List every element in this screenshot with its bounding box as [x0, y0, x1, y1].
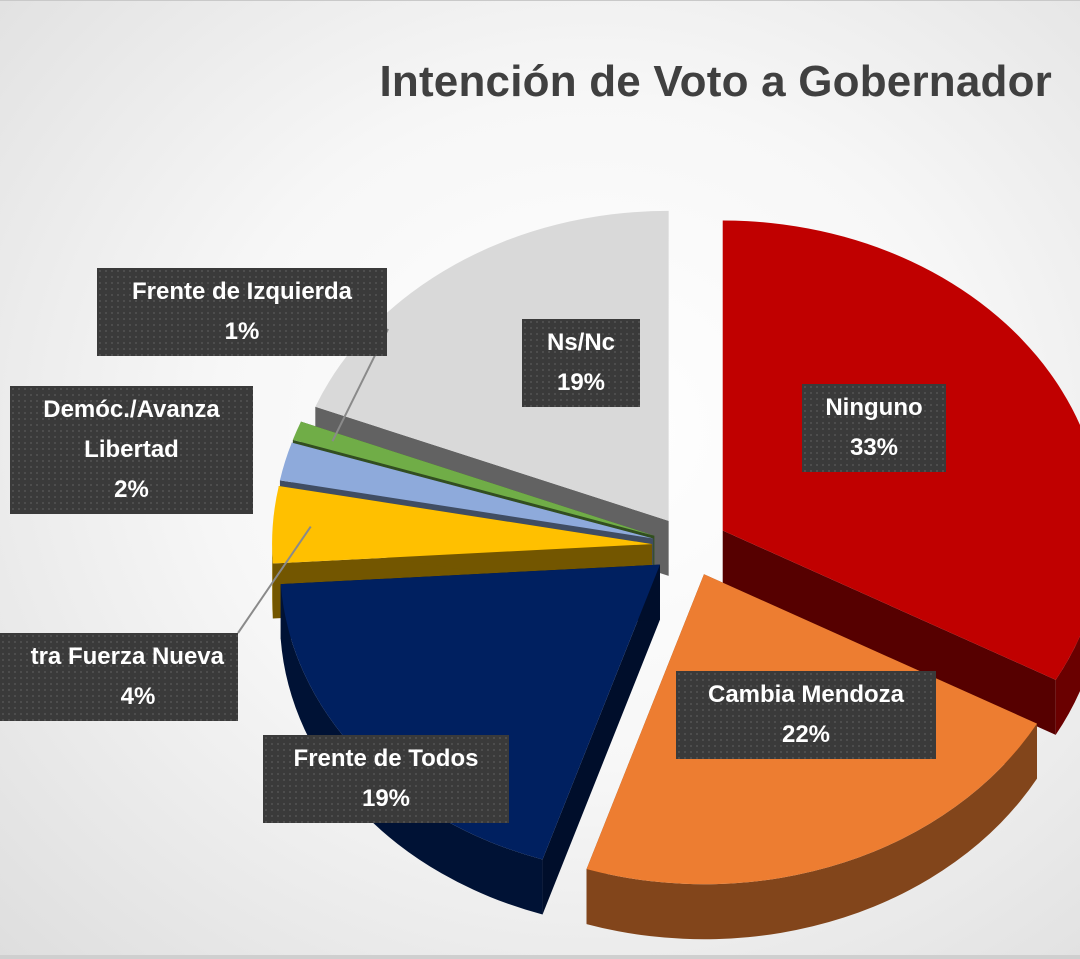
leader-line-3	[237, 526, 312, 634]
label-democ-avanza-value: 2%	[114, 476, 149, 503]
label-ns-nc-value: 19%	[556, 369, 606, 396]
chart-title: Intención de Voto a Gobernador	[379, 57, 1052, 106]
slice-frente-de-todos-top	[280, 564, 660, 860]
slice-frente-de-izquierda-top	[292, 421, 655, 536]
pie-slices	[272, 210, 1080, 940]
slice-ninguno-wall-1	[722, 530, 1056, 735]
bottom-border	[0, 955, 1080, 959]
label-ns-nc-name: Ns/Nc	[546, 329, 616, 356]
label-democ-avanza-line2: Libertad	[84, 436, 179, 463]
label-frente-de-izquierda-name: Frente de Izquierda	[131, 278, 353, 305]
label-frente-de-todos-name: Frente de Todos	[293, 745, 479, 772]
label-fuerza-nueva: tra Fuerza Nueva 4%	[0, 633, 238, 721]
label-frente-de-izquierda-value: 1%	[224, 318, 260, 345]
label-cambia-mendoza-value: 22%	[781, 721, 831, 748]
label-cambia-mendoza-name: Cambia Mendoza	[707, 681, 905, 708]
slice-dem-c-avanza-libertad-top	[279, 442, 654, 539]
label-ns-nc: Ns/Nc 19%	[522, 319, 640, 407]
slice-cambia-mendoza-side-0	[586, 723, 1037, 940]
label-ninguno-name: Ninguno	[825, 394, 923, 421]
label-cambia-mendoza: Cambia Mendoza 22%	[676, 671, 936, 759]
slice-ns-nc-top	[315, 210, 669, 521]
slice-tra-fuerza-nueva-top	[272, 486, 653, 564]
slice-ninguno-side-0	[1055, 635, 1080, 735]
label-fuerza-nueva-name: tra Fuerza Nueva	[30, 643, 224, 670]
label-frente-de-todos: Frente de Todos 19%	[263, 735, 509, 823]
label-democ-avanza: Demóc./Avanza Libertad 2%	[10, 386, 253, 514]
slice-frente-de-todos-wall-0	[542, 564, 660, 915]
label-ninguno-value: 33%	[849, 434, 899, 461]
slice-frente-de-todos	[280, 564, 660, 915]
label-ninguno: Ninguno 33%	[802, 384, 946, 472]
label-fuerza-nueva-value: 4%	[120, 683, 156, 710]
label-democ-avanza-line1: Demóc./Avanza	[43, 396, 220, 423]
label-frente-de-izquierda: Frente de Izquierda 1%	[97, 268, 387, 356]
label-frente-de-todos-value: 19%	[361, 785, 411, 812]
